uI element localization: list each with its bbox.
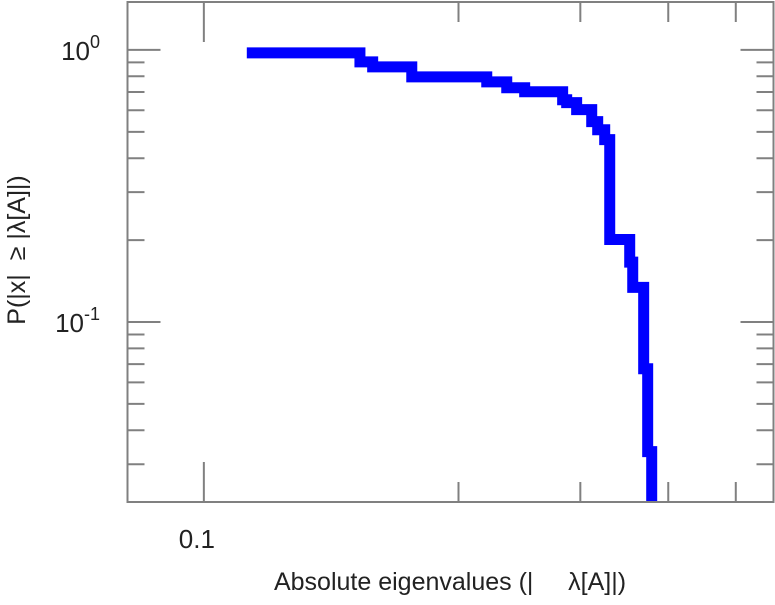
x-tick-label: 0.1 bbox=[179, 524, 215, 554]
series bbox=[246, 47, 658, 502]
y-tick-label: 100 bbox=[61, 32, 100, 66]
y-axis-label: P(|x| ≥ |λ[A]|) bbox=[3, 175, 31, 324]
plot-frame bbox=[126, 1, 775, 503]
y-tick-label: 10-1 bbox=[55, 304, 100, 338]
ticks bbox=[127, 2, 774, 502]
x-axis-label: Absolute eigenvalues (| λ[A]|) bbox=[274, 568, 626, 596]
tick-labels: 0.1 100 10-1 bbox=[55, 32, 215, 554]
series-line-ccdf bbox=[246, 47, 658, 502]
